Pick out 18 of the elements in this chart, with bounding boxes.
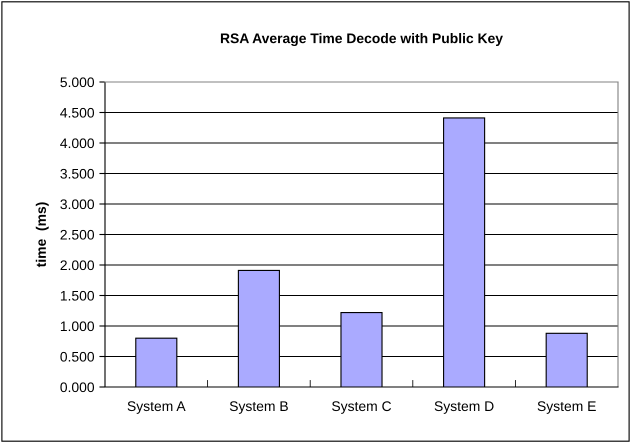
y-tick-label: 1.000 — [60, 321, 94, 332]
y-tick-label: 2.000 — [60, 260, 94, 270]
x-tick-label: System E — [538, 401, 596, 414]
x-tick-label: System A — [128, 401, 186, 414]
y-tick-label: 4.000 — [60, 138, 94, 148]
y-tick-label: 3.500 — [60, 168, 94, 179]
x-tick-label: System C — [332, 401, 392, 414]
chart-title: RSA Average Time Decode with Public Key — [220, 33, 503, 46]
x-tick-label: System B — [230, 401, 288, 414]
y-tick-label: 3.000 — [60, 199, 94, 210]
y-axis-title: time (ms) — [36, 202, 49, 268]
y-tick-label: 0.000 — [60, 382, 94, 392]
y-tick-label: 4.500 — [60, 108, 94, 118]
x-tick-label: System D — [434, 401, 494, 414]
y-tick-label: 1.500 — [60, 290, 94, 301]
y-tick-label: 0.500 — [60, 352, 94, 362]
y-tick-label: 5.000 — [60, 77, 94, 88]
y-tick-label: 2.500 — [60, 230, 94, 240]
